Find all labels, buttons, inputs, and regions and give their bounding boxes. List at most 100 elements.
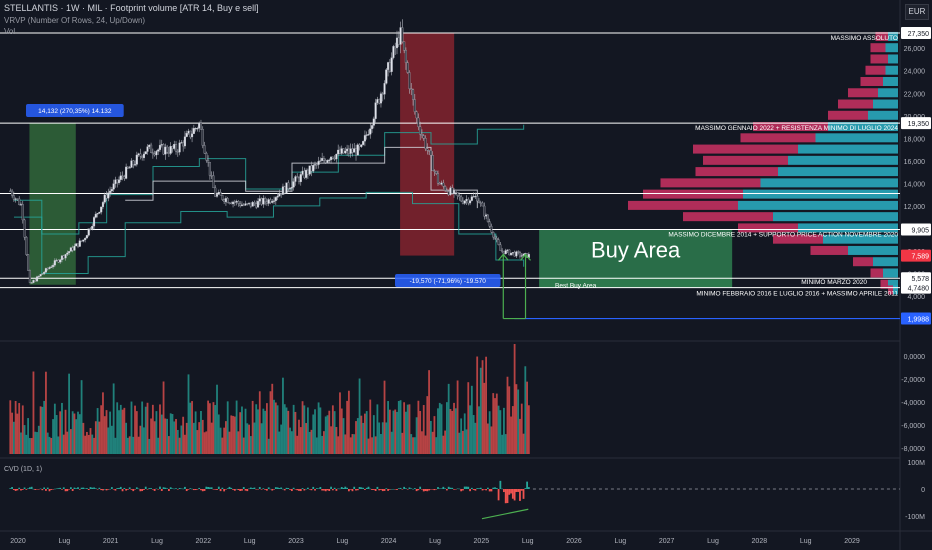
candle-body	[403, 41, 406, 51]
candle-body	[153, 153, 156, 156]
cvd-bar	[251, 488, 254, 489]
candle-body	[485, 214, 488, 217]
candle-body	[57, 259, 60, 263]
volume-tick: 0,0000	[904, 354, 926, 361]
volume-bar	[387, 401, 389, 454]
cvd-bar	[476, 488, 479, 489]
time-tick: Lug	[336, 538, 348, 545]
time-tick: 2020	[10, 538, 26, 545]
volume-bar	[364, 413, 366, 454]
price-badge-bg	[901, 117, 931, 130]
profile-row-down	[853, 257, 873, 267]
volume-bar	[48, 436, 51, 454]
profile-row-up	[778, 167, 898, 177]
candle-body	[399, 27, 402, 45]
candle-body	[436, 173, 440, 184]
volume-bar	[403, 402, 406, 454]
time-tick: Lug	[244, 538, 256, 545]
candle-body	[117, 179, 121, 184]
cvd-bar	[39, 488, 42, 490]
candle-body	[451, 187, 454, 194]
candle-body	[182, 142, 185, 147]
volume-bar	[235, 400, 238, 454]
candle-body	[438, 183, 441, 185]
candle-body	[308, 165, 311, 175]
cvd-bar	[94, 488, 97, 489]
volume-bar	[180, 425, 183, 454]
candle-body	[135, 154, 138, 165]
profile-row-up	[885, 65, 898, 75]
profile-row-up	[885, 43, 898, 53]
cvd-bar	[511, 489, 514, 499]
volume-bar	[287, 410, 290, 454]
candle-body	[376, 99, 379, 103]
candle-body	[27, 254, 30, 271]
cvd-bar	[355, 489, 357, 491]
volume-bar	[331, 405, 334, 454]
candle-body	[280, 193, 283, 195]
volume-bar	[438, 402, 441, 454]
volume-bar	[248, 424, 250, 454]
cvd-bar	[162, 487, 165, 489]
volume-bar	[258, 391, 261, 454]
cvd-bar	[390, 488, 393, 490]
cvd-bar	[367, 486, 370, 489]
candle-body	[258, 198, 261, 202]
candles	[9, 19, 530, 284]
volume-bar	[337, 436, 340, 454]
candle-body	[511, 252, 514, 254]
cvd-bar	[230, 487, 233, 489]
candle-body	[64, 254, 67, 259]
cvd-bar	[287, 488, 290, 489]
candle-body	[444, 186, 447, 191]
volume-bar	[86, 431, 88, 454]
volume-bar	[14, 400, 17, 454]
cvd-bar	[504, 489, 507, 504]
candle-body	[321, 158, 324, 161]
candle-body	[360, 144, 363, 147]
profile-row-up	[868, 110, 898, 120]
profile-row-down	[695, 167, 778, 177]
volume-bar	[91, 434, 94, 454]
candle-body	[310, 165, 313, 172]
volume-bar	[50, 437, 53, 454]
volume-bar	[444, 430, 447, 454]
volume-bar	[41, 406, 44, 454]
volume-bar	[435, 437, 438, 454]
label-massimo-2014: MASSIMO DICEMBRE 2014 + SUPPORTO PRICE A…	[668, 231, 898, 238]
profile-row-down	[738, 223, 798, 233]
cvd-bar	[61, 489, 63, 490]
candle-body	[119, 175, 122, 180]
volume-bar	[453, 402, 455, 454]
volume-bar	[330, 426, 332, 454]
volume-bar	[155, 411, 158, 454]
candle-body	[469, 200, 472, 204]
candle-body	[198, 122, 201, 129]
currency-button[interactable]: EUR	[905, 4, 929, 20]
candle-body	[458, 195, 461, 198]
volume-bar	[280, 424, 283, 454]
candle-body	[224, 198, 227, 202]
candle-body	[242, 204, 245, 206]
candle-body	[260, 198, 263, 205]
volume-bar	[132, 436, 135, 454]
volume-bar	[255, 404, 258, 454]
candle-body	[25, 237, 28, 255]
volume-bar	[424, 435, 427, 454]
volume-bar	[383, 380, 386, 454]
candle-body	[344, 150, 347, 154]
volume-bar	[415, 417, 418, 454]
volume-bar	[306, 407, 309, 454]
candle-body	[85, 235, 88, 239]
price-badge-bg	[901, 272, 931, 285]
cvd-bar	[27, 488, 30, 489]
cvd-bar	[520, 489, 523, 491]
candle-body	[322, 158, 325, 161]
candle-body	[192, 128, 195, 134]
cvd-bar	[125, 489, 128, 491]
cvd-bar	[422, 489, 425, 492]
cvd-bar	[276, 487, 279, 489]
price-tick: 18,000	[904, 136, 926, 143]
profile-row-down	[753, 122, 828, 132]
